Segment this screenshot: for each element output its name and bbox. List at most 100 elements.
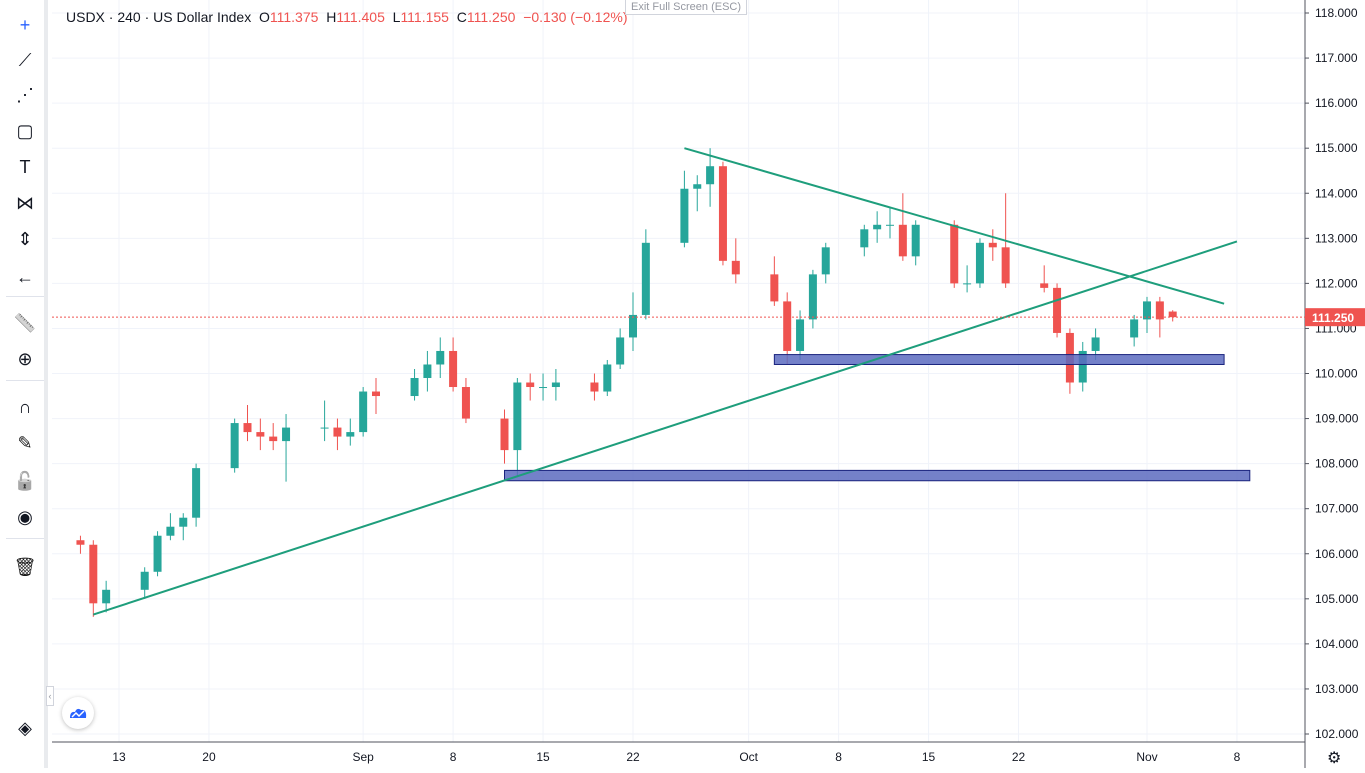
prediction-icon[interactable]: ⇕ — [17, 228, 33, 249]
candle-body — [988, 242, 997, 248]
drawing-toolbar: + ⟋ ⋰ ▢ T ⋈ ⇕ ← 📏 ⊕ ∩ ✎ 🔓 ◉ 🗑 ◈ — [0, 0, 48, 768]
price-tick-label: 107.000 — [1315, 502, 1359, 516]
candle-body — [76, 540, 85, 545]
candle-body — [102, 589, 111, 604]
time-tick-label: 8 — [835, 750, 842, 764]
settings-gear-icon[interactable]: ⚙ — [1327, 750, 1341, 767]
candle-body — [192, 468, 201, 518]
layers-icon[interactable]: ◈ — [18, 717, 32, 738]
trend-line-icon[interactable]: ⟋ — [18, 49, 32, 70]
candle-body — [616, 337, 625, 365]
back-arrow-icon[interactable]: ← — [16, 266, 34, 287]
candle-body — [449, 350, 458, 388]
low-value: 111.155 — [400, 9, 449, 25]
candle-body — [1053, 287, 1062, 333]
price-tick-label: 113.000 — [1315, 231, 1358, 245]
candle-body — [230, 423, 239, 469]
ruler-icon[interactable]: 📏 — [13, 312, 37, 333]
fib-icon[interactable]: ⋰ — [16, 84, 34, 105]
price-chart[interactable]: 102.000 103.000 104.000 105.000 106.000 107.0… — [52, 0, 1365, 768]
low-label: L — [392, 9, 401, 25]
chart-area[interactable]: 102.000 103.000 104.000 105.000 106.000 107.0… — [52, 0, 1365, 768]
candle-body — [359, 391, 368, 433]
candle-body — [808, 274, 817, 320]
candle-body — [680, 188, 689, 243]
candle-body — [1168, 311, 1177, 318]
price-tick-label: 112.000 — [1315, 276, 1358, 290]
candle-body — [551, 382, 560, 388]
time-tick-label: Sep — [352, 750, 374, 764]
pattern-icon[interactable]: ⋈ — [16, 192, 34, 213]
candle-body — [975, 242, 984, 284]
time-tick-label: 8 — [1234, 750, 1241, 764]
candle-body — [436, 350, 445, 365]
price-tick-label: 108.000 — [1315, 457, 1359, 471]
candle-body — [1040, 283, 1049, 288]
time-tick-label: 13 — [112, 750, 126, 764]
time-tick-label: 20 — [202, 750, 216, 764]
candle-body — [796, 319, 805, 351]
candle-body — [153, 535, 162, 572]
candle-body — [911, 224, 920, 257]
separator: · — [108, 9, 114, 25]
price-tick-label: 103.000 — [1315, 682, 1359, 696]
open-label: O — [259, 9, 270, 25]
magnet-icon[interactable]: ∩ — [18, 396, 32, 417]
support-zone[interactable] — [504, 469, 1251, 482]
candle-body — [718, 166, 727, 261]
price-tick-label: 118.000 — [1315, 6, 1358, 20]
price-tick-label: 116.000 — [1315, 96, 1358, 110]
support-zone[interactable] — [773, 354, 1225, 365]
crosshair-icon[interactable]: + — [19, 14, 31, 35]
candle-body — [346, 432, 355, 437]
lock-drawings-icon[interactable]: ✎ — [17, 432, 33, 453]
candle-body — [372, 391, 380, 397]
separator: · — [144, 9, 150, 25]
collapse-toolbar-button[interactable]: ‹ — [46, 686, 54, 706]
candle-body — [320, 427, 329, 429]
candle-body — [500, 418, 509, 451]
symbol-legend: USDX · 240 · US Dollar Index O111.375 H1… — [66, 9, 627, 25]
price-tick-label: 115.000 — [1315, 141, 1358, 155]
unlock-icon[interactable]: 🔓 — [13, 470, 37, 491]
candle-body — [783, 301, 792, 351]
trash-icon[interactable]: 🗑 — [13, 556, 37, 577]
last-price-badge — [1305, 308, 1365, 327]
candle-body — [693, 184, 702, 189]
trend-line[interactable] — [92, 240, 1238, 616]
candle-body — [269, 436, 278, 442]
candle-body — [410, 378, 419, 397]
price-tick-label: 110.000 — [1315, 367, 1358, 381]
high-label: H — [326, 9, 337, 25]
time-tick-label: 15 — [536, 750, 550, 764]
tradingview-logo-icon[interactable] — [62, 697, 94, 729]
candle-body — [179, 517, 188, 527]
interval[interactable]: 240 — [117, 9, 141, 25]
candle-body — [860, 229, 869, 248]
candle-body — [89, 544, 98, 604]
candle-body — [629, 314, 637, 338]
text-icon[interactable]: T — [19, 156, 31, 177]
zoom-in-icon[interactable]: ⊕ — [17, 348, 33, 369]
candle-body — [539, 387, 548, 389]
toolbar-divider — [6, 296, 44, 297]
eye-icon[interactable]: ◉ — [17, 506, 33, 527]
price-tick-label: 104.000 — [1315, 637, 1359, 651]
candle-body — [423, 364, 432, 379]
candle-body — [1078, 350, 1087, 383]
close-value: 111.250 — [466, 9, 516, 25]
rectangle-icon[interactable]: ▢ — [16, 120, 34, 141]
price-tick-label: 102.000 — [1315, 727, 1359, 741]
candle-body — [641, 242, 650, 315]
symbol[interactable]: USDX — [66, 9, 105, 25]
trend-line[interactable] — [684, 147, 1225, 305]
time-tick-label: Oct — [739, 750, 758, 764]
candle-body — [513, 382, 522, 451]
price-tick-label: 109.000 — [1315, 412, 1359, 426]
toolbar-divider — [6, 538, 44, 539]
price-axis[interactable] — [1305, 0, 1365, 768]
exit-fullscreen-button[interactable]: Exit Full Screen (ESC) — [625, 0, 748, 15]
candle-body — [963, 283, 972, 285]
time-tick-label: 8 — [450, 750, 457, 764]
candle-body — [706, 166, 715, 185]
